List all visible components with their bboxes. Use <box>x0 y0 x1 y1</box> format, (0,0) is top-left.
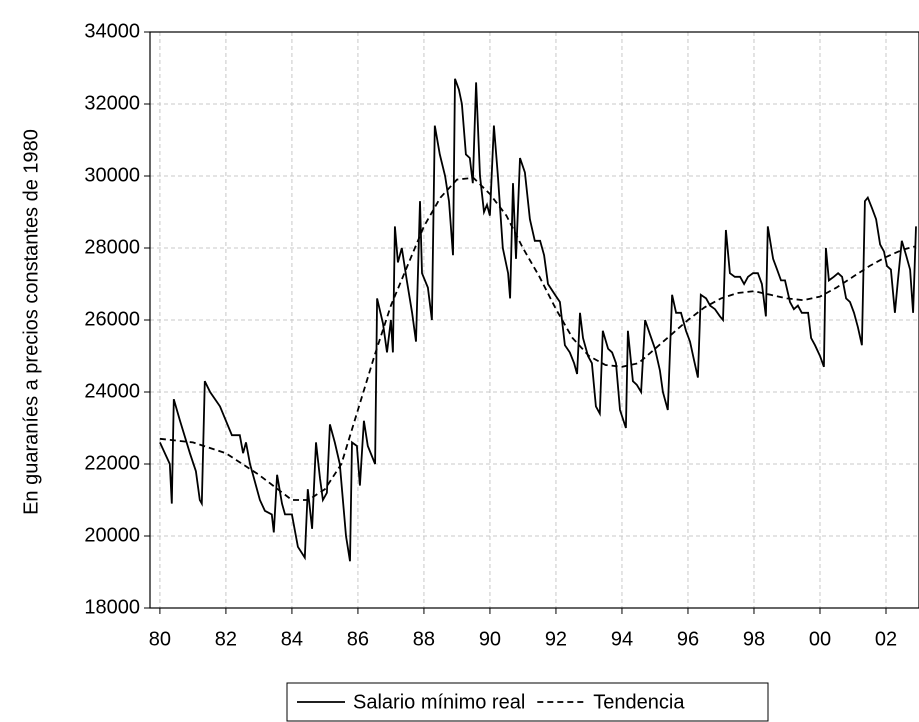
y-tick-label: 24000 <box>84 380 140 402</box>
y-tick-label: 34000 <box>84 20 140 42</box>
x-tick-label: 86 <box>347 628 369 650</box>
line-series <box>159 78 917 562</box>
line-series <box>159 176 916 501</box>
y-tick-label: 30000 <box>84 164 140 186</box>
legend-box <box>286 682 769 722</box>
x-tick-label: 88 <box>413 628 435 650</box>
legend-label: Tendencia <box>593 691 685 713</box>
y-tick-label: 18000 <box>84 596 140 618</box>
y-tick-label: 22000 <box>84 452 140 474</box>
x-tick-label: 90 <box>479 628 501 650</box>
y-tick-label: 32000 <box>84 92 140 114</box>
y-tick-label: 26000 <box>84 308 140 330</box>
x-tick-label: 96 <box>677 628 699 650</box>
x-tick-label: 80 <box>149 628 171 650</box>
plot-frame <box>149 31 919 609</box>
x-tick-label: 94 <box>611 628 633 650</box>
x-tick-label: 02 <box>875 628 897 650</box>
x-tick-label: 92 <box>545 628 567 650</box>
x-tick-label: 82 <box>215 628 237 650</box>
y-axis-label: En guaraníes a precios constantes de 198… <box>20 129 42 515</box>
x-tick-label: 98 <box>743 628 765 650</box>
legend-label: Salario mínimo real <box>353 691 525 713</box>
x-tick-label: 00 <box>809 628 831 650</box>
y-tick-label: 20000 <box>84 524 140 546</box>
x-tick-label: 84 <box>281 628 303 650</box>
y-tick-label: 28000 <box>84 236 140 258</box>
